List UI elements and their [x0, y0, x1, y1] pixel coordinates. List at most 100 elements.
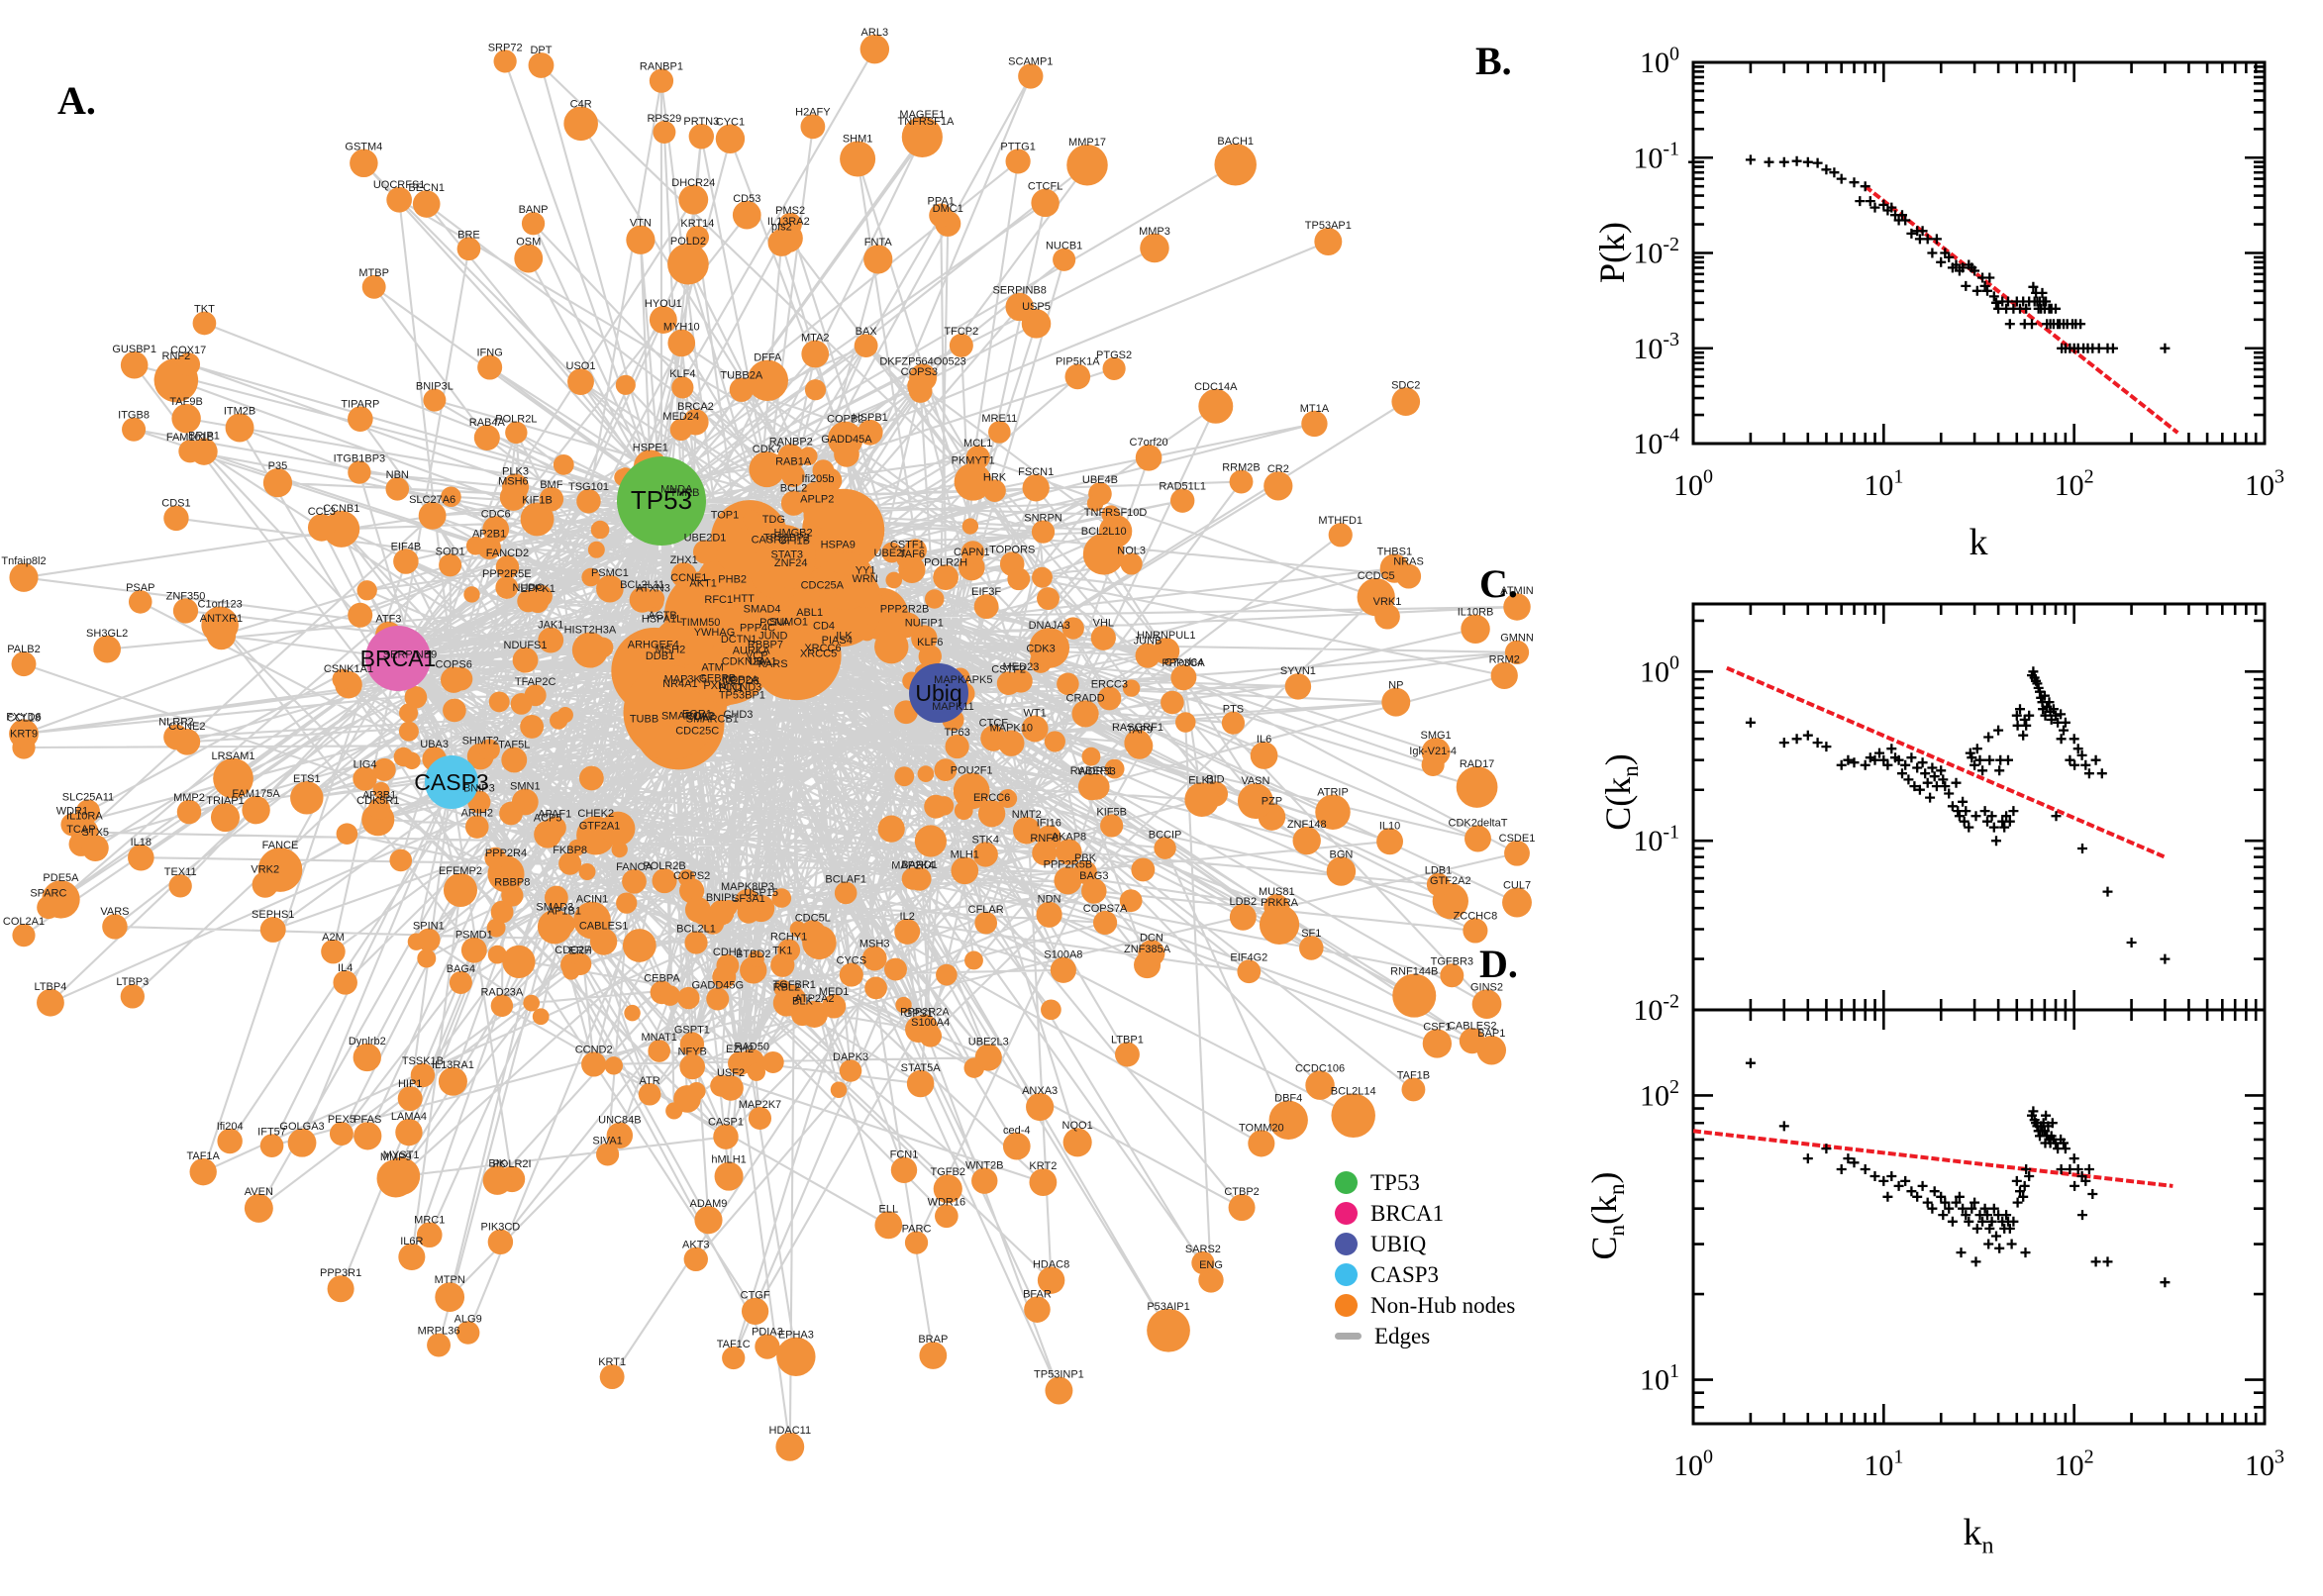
network-node — [626, 225, 656, 254]
network-node — [1175, 712, 1196, 733]
network-node — [1120, 552, 1143, 575]
network-node-label: PSAP — [126, 582, 154, 594]
network-node-label: TAF1A — [186, 1150, 220, 1162]
tick-label: 102 — [2055, 465, 2094, 502]
network-node-label: PPP4C — [740, 623, 775, 635]
network-node-label: CTCF — [979, 718, 1009, 730]
network-node — [1122, 679, 1141, 697]
network-node — [1198, 388, 1234, 424]
network-node — [423, 388, 447, 412]
network-node-label: TUBB2A — [720, 370, 762, 382]
network-node-label: MUS81 — [1259, 886, 1295, 898]
network-node-label: PPP2R2A — [900, 1007, 950, 1019]
network-node — [1250, 742, 1278, 769]
network-node-label: EFEMP2 — [439, 865, 482, 877]
network-node-label: TK1 — [772, 946, 792, 957]
network-node-label: MAP2K4 — [891, 859, 934, 871]
network-node — [9, 719, 39, 749]
network-node-label: FXYD6 — [6, 711, 41, 723]
network-node — [649, 68, 674, 93]
network-node-label: ITGB8 — [118, 410, 150, 422]
network-node — [418, 501, 447, 530]
network-node-label: DAPK3 — [833, 1051, 868, 1063]
network-node-label: TKT — [194, 304, 215, 316]
network-node — [385, 477, 410, 501]
network-node-label: SHM1 — [843, 134, 873, 146]
network-node — [1071, 700, 1099, 728]
network-node — [894, 700, 918, 725]
network-node-label: MAPKAPK5 — [934, 674, 992, 686]
network-node — [1037, 1266, 1065, 1294]
network-node-label: KLF4 — [669, 368, 695, 380]
network-node — [860, 513, 878, 531]
network-node-label: VARS — [100, 906, 129, 918]
network-node-label: CCDC5 — [1358, 570, 1395, 582]
network-node-label: HSPE1 — [633, 442, 668, 453]
network-node — [684, 896, 711, 923]
network-node-label: THBS1 — [1377, 546, 1412, 557]
network-node-label: CAPN1 — [954, 547, 990, 558]
network-node — [438, 1066, 467, 1096]
network-node — [490, 900, 514, 924]
network-node — [906, 1069, 935, 1098]
network-node — [482, 1165, 512, 1195]
network-node-label: TIMM50 — [680, 617, 720, 629]
network-node — [919, 1342, 948, 1369]
legend-node-swatch — [1335, 1201, 1358, 1225]
network-node — [81, 835, 109, 862]
network-node — [210, 803, 241, 833]
network-node-label: CEBPA — [644, 972, 680, 984]
network-node-label: COX17 — [170, 345, 206, 356]
hub-label-casp3: CASP3 — [414, 769, 488, 795]
network-node — [894, 766, 915, 787]
network-node — [412, 190, 441, 218]
network-node — [682, 409, 709, 436]
network-node-label: XRCC5 — [800, 648, 837, 659]
network-node-label: MMP9 — [380, 1151, 412, 1163]
network-node-label: TAF1B — [1397, 1070, 1430, 1082]
network-node-label: CR2 — [1267, 463, 1289, 475]
network-node-label: CD53 — [733, 193, 760, 205]
network-node — [393, 747, 414, 767]
network-node-label: ELK1 — [1188, 774, 1215, 786]
network-node-label: GADD45A — [821, 434, 872, 446]
panel-d-label: D. — [1479, 942, 1518, 986]
network-node-label: CSDE1 — [1499, 833, 1536, 845]
network-node — [333, 970, 357, 995]
network-node — [596, 574, 624, 603]
network-node-label: HTT — [733, 593, 755, 605]
panel-a-label: A. — [57, 78, 96, 123]
network-node — [350, 149, 378, 178]
axis-title: P(k) — [1592, 222, 1632, 283]
plot-box — [1691, 60, 2267, 446]
network-node-label: RPS29 — [647, 113, 681, 125]
tick-label: 10-2 — [1633, 234, 1679, 270]
network-node-label: CDC6 — [481, 508, 511, 520]
network-node-label: EPHA3 — [778, 1330, 814, 1342]
network-node — [581, 1051, 607, 1077]
network-node-label: BRCA2 — [677, 401, 714, 413]
network-node-label: MAPK10 — [990, 722, 1033, 734]
network-node-label: RAD23A — [480, 987, 523, 999]
fit-line — [1692, 1129, 2173, 1188]
network-node-label: CCL18 — [7, 713, 41, 725]
network-node-label: CSNK1A1 — [324, 663, 373, 675]
network-node — [1503, 593, 1531, 621]
network-node-label: PIP5K1A — [1056, 356, 1100, 368]
network-node — [1024, 1296, 1051, 1323]
legend-item: CASP3 — [1335, 1262, 1515, 1286]
network-node-label: HYOU1 — [645, 298, 682, 310]
network-node-label: IFNG — [477, 348, 503, 359]
network-node — [376, 1159, 415, 1198]
network-node-label: LDB2 — [1230, 896, 1258, 908]
network-node-label: CCND2 — [575, 1044, 613, 1055]
network-node-label: HDAC8 — [1033, 1258, 1069, 1270]
tick-label: 10-4 — [1633, 424, 1679, 460]
network-node — [804, 379, 827, 401]
network-node — [435, 1282, 465, 1312]
network-node — [259, 917, 286, 943]
network-node — [1097, 686, 1122, 711]
axis-title: k — [1970, 522, 1988, 563]
network-node-label: WRN — [852, 573, 877, 585]
network-node-label: TOP2A — [723, 674, 759, 686]
